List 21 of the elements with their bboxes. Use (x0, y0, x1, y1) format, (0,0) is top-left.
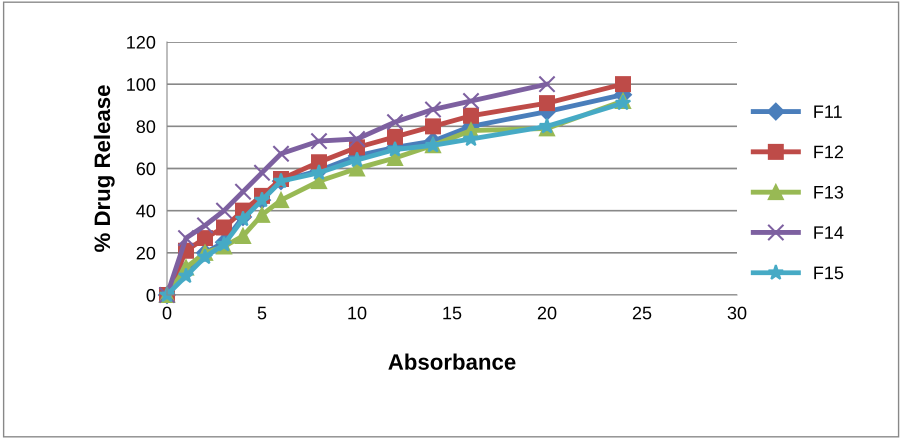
y-tick-label: 100 (127, 78, 156, 91)
y-tick-label: 80 (136, 120, 156, 134)
y-tick-label: 60 (136, 162, 156, 176)
legend-label: F12 (814, 146, 844, 158)
x-tick-label: 10 (348, 306, 366, 320)
legend-label: F14 (814, 226, 844, 239)
y-tick-label: 20 (136, 246, 156, 260)
x-tick-label: 5 (258, 306, 266, 320)
legend-label: F13 (814, 186, 844, 199)
x-tick-label: 30 (728, 306, 746, 320)
y-axis-title: % Drug Release (94, 85, 115, 252)
legend-label: F15 (814, 266, 844, 280)
y-tick-label: 120 (127, 36, 156, 49)
x-tick-label: 0 (162, 306, 172, 320)
x-tick-label: 25 (632, 306, 652, 320)
x-axis-title: Absorbance (388, 354, 516, 370)
x-tick-label: 15 (443, 306, 462, 320)
x-tick-label: 20 (538, 306, 556, 320)
y-tick-label: 0 (146, 288, 156, 302)
y-tick-label: 40 (136, 204, 156, 218)
legend-label: F11 (814, 105, 842, 118)
